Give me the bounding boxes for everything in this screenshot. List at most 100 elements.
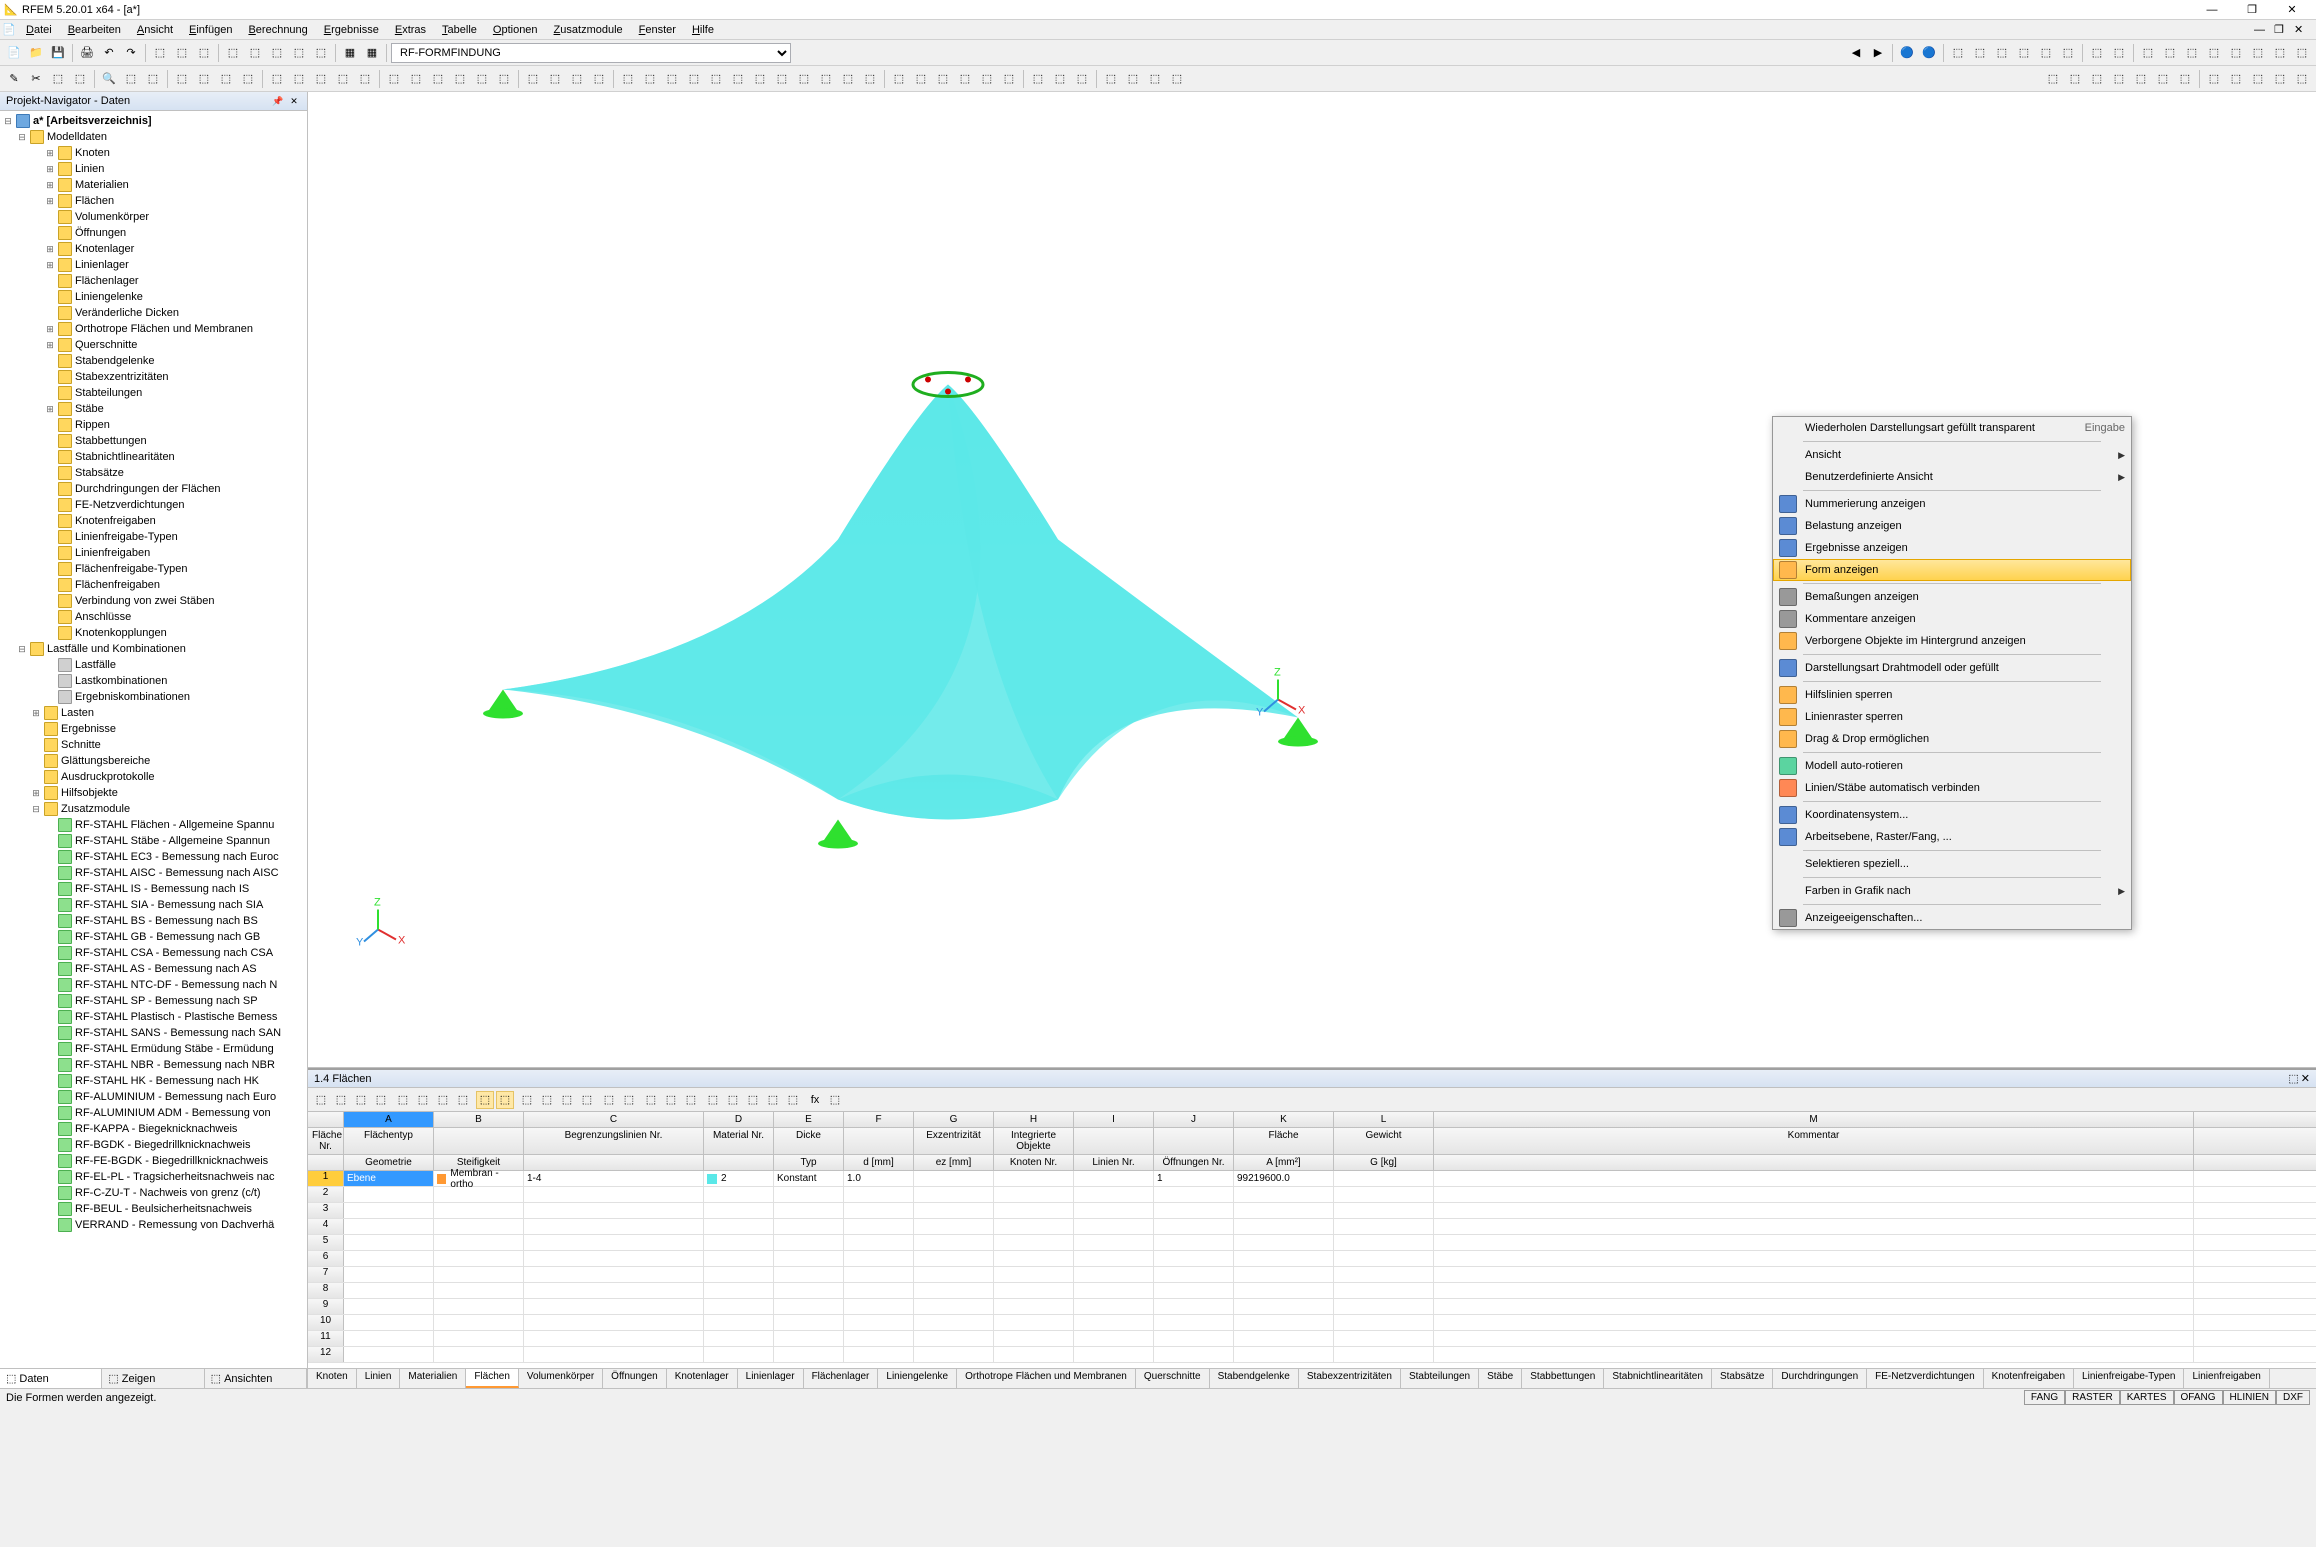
tb-btn[interactable]: ⬚ (223, 43, 243, 63)
context-menu-item[interactable]: Selektieren speziell... (1773, 853, 2131, 875)
tb-btn[interactable]: ⬚ (472, 69, 492, 89)
tb-btn[interactable]: ⬚ (121, 69, 141, 89)
tb-btn[interactable]: ⬚ (406, 69, 426, 89)
context-menu-item[interactable]: Kommentare anzeigen (1773, 608, 2131, 630)
tb-btn[interactable]: ⬚ (933, 69, 953, 89)
child-minimize-button[interactable]: — (2254, 24, 2274, 36)
tree-item[interactable]: Rippen (2, 417, 305, 433)
tb-btn[interactable]: ⬚ (2109, 69, 2129, 89)
status-toggle[interactable]: DXF (2276, 1390, 2310, 1405)
menu-item[interactable]: Berechnung (240, 22, 315, 38)
tb-btn[interactable]: ⬚ (750, 69, 770, 89)
tree-item[interactable]: ⊟a* [Arbeitsverzeichnis] (2, 113, 305, 129)
status-toggle[interactable]: RASTER (2065, 1390, 2120, 1405)
table-tab[interactable]: Linienfreigaben (2184, 1369, 2269, 1388)
tb-btn[interactable]: ⬚ (245, 43, 265, 63)
menu-item[interactable]: Fenster (631, 22, 684, 38)
tb-btn[interactable]: ⬚ (2036, 43, 2056, 63)
status-toggle[interactable]: KARTES (2120, 1390, 2174, 1405)
tree-item[interactable]: Knotenfreigaben (2, 513, 305, 529)
tb-btn[interactable]: ⬚ (2175, 69, 2195, 89)
status-toggle[interactable]: OFANG (2174, 1390, 2223, 1405)
context-menu-item[interactable]: Bemaßungen anzeigen (1773, 586, 2131, 608)
context-menu-item[interactable]: Arbeitsebene, Raster/Fang, ... (1773, 826, 2131, 848)
context-menu-item[interactable]: Verborgene Objekte im Hintergrund anzeig… (1773, 630, 2131, 652)
tb-btn[interactable]: ⬚ (2226, 43, 2246, 63)
tree-item[interactable]: ⊞Flächen (2, 193, 305, 209)
open-button[interactable]: 📁 (26, 43, 46, 63)
tb-btn[interactable]: ⬚ (860, 69, 880, 89)
tree-item[interactable]: FE-Netzverdichtungen (2, 497, 305, 513)
context-menu-item[interactable]: Benutzerdefinierte Ansicht▶ (1773, 466, 2131, 488)
tb-btn[interactable]: ⬚ (150, 43, 170, 63)
tb-btn[interactable]: ⬚ (1050, 69, 1070, 89)
tb-btn[interactable]: ▦ (340, 43, 360, 63)
tb-btn[interactable]: ⬚ (172, 69, 192, 89)
context-menu-item[interactable]: Ansicht▶ (1773, 444, 2131, 466)
table-close-button[interactable]: ✕ (2301, 1072, 2310, 1085)
tb-btn[interactable]: ⬚ (194, 43, 214, 63)
tb-btn[interactable]: ⬚ (2014, 43, 2034, 63)
tree-item[interactable]: ⊞Stäbe (2, 401, 305, 417)
save-button[interactable]: 💾 (48, 43, 68, 63)
tb-btn[interactable]: ⬚ (545, 69, 565, 89)
tb-btn[interactable]: ⬚ (2153, 69, 2173, 89)
tree-item[interactable]: ⊞Linienlager (2, 257, 305, 273)
tb-btn[interactable]: ✎ (4, 69, 24, 89)
menu-item[interactable]: Extras (387, 22, 434, 38)
tb-btn[interactable]: ⬚ (567, 69, 587, 89)
tb-btn[interactable]: ⬚ (772, 69, 792, 89)
tb-btn[interactable]: ⬚ (977, 69, 997, 89)
tb-btn[interactable]: ⬚ (1970, 43, 1990, 63)
tree-item[interactable]: Liniengelenke (2, 289, 305, 305)
table-tab[interactable]: Knotenfreigaben (1984, 1369, 2074, 1388)
table-tab[interactable]: FE-Netzverdichtungen (1867, 1369, 1984, 1388)
tb-btn[interactable]: ⬚ (2065, 69, 2085, 89)
tb-btn[interactable]: ⬚ (2109, 43, 2129, 63)
status-toggle[interactable]: FANG (2024, 1390, 2065, 1405)
tree-item[interactable]: Stabnichtlinearitäten (2, 449, 305, 465)
context-menu-item[interactable]: Anzeigeeigenschaften... (1773, 907, 2131, 929)
tb-btn[interactable]: ⬚ (911, 69, 931, 89)
tb-btn[interactable]: ⬚ (172, 43, 192, 63)
tb-btn[interactable]: ⬚ (2270, 69, 2290, 89)
tb-btn[interactable]: ⬚ (428, 69, 448, 89)
tree-item[interactable]: Volumenkörper (2, 209, 305, 225)
menu-item[interactable]: Datei (18, 22, 60, 38)
tree-item[interactable]: ⊞Querschnitte (2, 337, 305, 353)
tb-btn[interactable]: ⬚ (955, 69, 975, 89)
tb-btn[interactable]: ⬚ (289, 43, 309, 63)
tree-item[interactable]: Stabsätze (2, 465, 305, 481)
tb-btn[interactable]: ⬚ (194, 69, 214, 89)
tb-btn[interactable]: ⬚ (2248, 69, 2268, 89)
tb-btn[interactable]: ⬚ (728, 69, 748, 89)
tb-btn[interactable]: 🔍 (99, 69, 119, 89)
tree-item[interactable]: Linienfreigabe-Typen (2, 529, 305, 545)
context-menu-item[interactable]: Form anzeigen (1773, 559, 2131, 581)
tb-btn[interactable]: ◀ (1846, 43, 1866, 63)
tb-btn[interactable]: ⬚ (2248, 43, 2268, 63)
context-menu-item[interactable]: Koordinatensystem... (1773, 804, 2131, 826)
context-menu-item[interactable]: Ergebnisse anzeigen (1773, 537, 2131, 559)
tb-btn[interactable]: ⬚ (589, 69, 609, 89)
tb-btn[interactable]: ⬚ (1167, 69, 1187, 89)
context-menu-item[interactable]: Darstellungsart Drahtmodell oder gefüllt (1773, 657, 2131, 679)
status-toggle[interactable]: HLINIEN (2223, 1390, 2276, 1405)
tb-btn[interactable]: ⬚ (1992, 43, 2012, 63)
tb-btn[interactable]: ⬚ (523, 69, 543, 89)
tree-item[interactable]: Stabbettungen (2, 433, 305, 449)
context-menu-item[interactable]: Wiederholen Darstellungsart gefüllt tran… (1773, 417, 2131, 439)
3d-viewport[interactable]: X Y Z X Y Z Wiederholen Darstellungsart … (308, 92, 2316, 1068)
tree-item[interactable]: ⊞Linien (2, 161, 305, 177)
tb-btn[interactable]: ⬚ (706, 69, 726, 89)
tb-btn[interactable]: ⬚ (838, 69, 858, 89)
menu-item[interactable]: Tabelle (434, 22, 485, 38)
tb-btn[interactable]: ⬚ (2182, 43, 2202, 63)
close-button[interactable]: ✕ (2272, 0, 2312, 20)
tb-btn[interactable]: ⬚ (2270, 43, 2290, 63)
tb-btn[interactable]: ⬚ (1948, 43, 1968, 63)
tb-btn[interactable]: ⬚ (2226, 69, 2246, 89)
tb-btn[interactable]: ⬚ (2204, 43, 2224, 63)
menu-item[interactable]: Ansicht (129, 22, 181, 38)
tree-item[interactable]: Stabendgelenke (2, 353, 305, 369)
